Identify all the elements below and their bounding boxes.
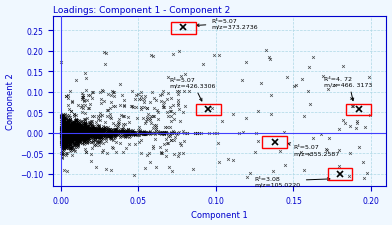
Text: R⁴=4. 72
m/z=466. 3173: R⁴=4. 72 m/z=466. 3173	[325, 76, 373, 101]
X-axis label: Component 1: Component 1	[191, 211, 248, 219]
Text: R⁴=5.07
m/z=426.3306: R⁴=5.07 m/z=426.3306	[169, 78, 216, 101]
Text: R⁴=5.07
m/z=373.2736: R⁴=5.07 m/z=373.2736	[196, 19, 258, 29]
Text: R⁴=3.08
m/z=105.0220: R⁴=3.08 m/z=105.0220	[255, 176, 330, 187]
Text: Loadings: Component 1 - Component 2: Loadings: Component 1 - Component 2	[53, 6, 230, 14]
Y-axis label: Component 2: Component 2	[5, 73, 15, 130]
Text: R⁴=5.07
m/z=355.2587: R⁴=5.07 m/z=355.2587	[288, 143, 340, 155]
